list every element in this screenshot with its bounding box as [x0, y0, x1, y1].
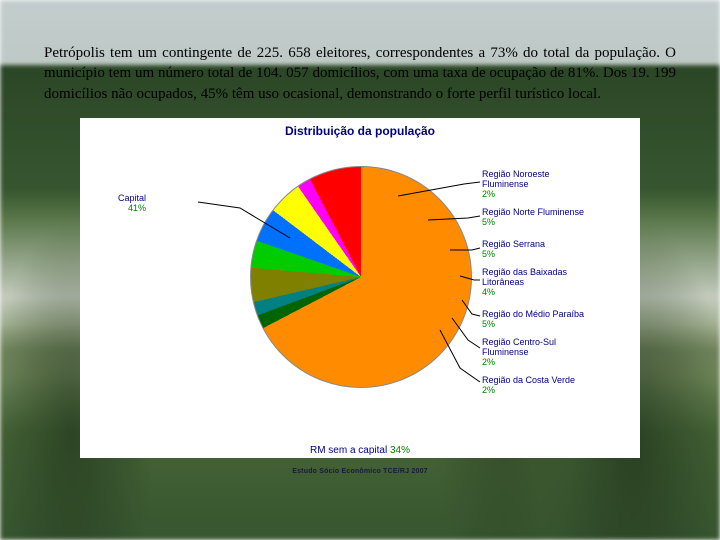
pie-wrap — [250, 166, 470, 386]
source-citation: Estudo Sócio Econômico TCE/RJ 2007 — [44, 468, 676, 475]
pie-graphic — [250, 166, 472, 388]
intro-paragraph: Petrópolis tem um contingente de 225. 65… — [44, 43, 676, 104]
slice-label-capital: Capital41% — [118, 194, 146, 214]
slice-label-norte: Região Norte Fluminense5% — [482, 208, 584, 228]
chart-title: Distribuição da população — [80, 124, 640, 138]
slice-label-costa_verde: Região da Costa Verde2% — [482, 376, 575, 396]
slice-label-baixadas: Região das BaixadasLitorâneas4% — [482, 268, 567, 298]
bottom-slice-label: RM sem a capital 34% — [80, 445, 640, 456]
slide-page: Petrópolis tem um contingente de 225. 65… — [0, 0, 720, 540]
slice-label-noroeste: Região NoroesteFluminense2% — [482, 170, 550, 200]
population-pie-chart: Distribuição da população RM sem a capit… — [80, 118, 640, 458]
slice-label-centro_sul: Região Centro-SulFluminense2% — [482, 338, 556, 368]
slice-label-medio_paraiba: Região do Médio Paraíba5% — [482, 310, 584, 330]
slice-label-serrana: Região Serrana5% — [482, 240, 545, 260]
